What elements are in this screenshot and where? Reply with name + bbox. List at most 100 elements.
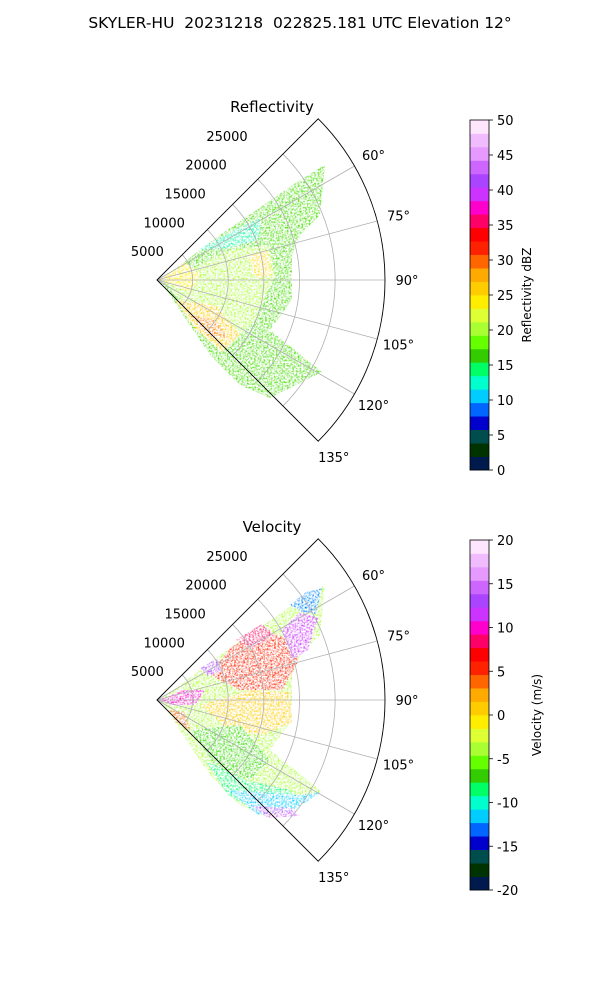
colorbar-swatch (470, 715, 489, 729)
colorbar-swatch (470, 416, 489, 431)
colorbar-swatch (470, 362, 489, 377)
colorbar-swatch (470, 429, 489, 444)
colorbar-swatch (470, 375, 489, 390)
azimuth-spoke (156, 699, 378, 760)
azimuth-tick-label: 75° (387, 629, 410, 644)
colorbar-tick-label: 5 (497, 665, 505, 680)
azimuth-tick-label: 105° (383, 759, 414, 774)
colorbar-swatch (470, 580, 489, 595)
echo-cell (160, 262, 200, 292)
velocity-panel: Velocity 60° 75° 90° 105° 120° 135° 5000 10000 1… (131, 518, 419, 886)
colorbar-tick-label: -10 (497, 797, 518, 812)
range-tick-label: 20000 (185, 579, 226, 594)
colorbar-swatch (470, 308, 489, 323)
colorbar-swatch (470, 254, 489, 269)
colorbar-swatch (470, 782, 489, 797)
colorbar-swatch (470, 593, 489, 608)
colorbar-tick-label: 25 (497, 289, 514, 304)
range-tick-label: 5000 (131, 245, 164, 260)
colorbar-swatch (470, 348, 489, 363)
azimuth-tick-label: 90° (395, 694, 418, 709)
azimuth-tick-label: 60° (362, 149, 385, 164)
range-tick-label: 15000 (164, 188, 205, 203)
echo-cell (248, 250, 272, 278)
colorbar-swatch (470, 688, 489, 702)
colorbar-swatch (470, 768, 489, 783)
colorbar-tick-label: 15 (497, 578, 514, 593)
colorbar-swatch (470, 876, 489, 891)
colorbar-tick-label: 0 (497, 464, 505, 479)
colorbar-swatch (470, 173, 489, 188)
colorbar-swatch (470, 647, 489, 662)
colorbar-swatch (470, 187, 489, 202)
colorbar-swatch (470, 268, 489, 282)
reflectivity-panel: Reflectivity 60° 75° 90° 105° 120° 135° 5000 10… (131, 98, 419, 466)
colorbar-swatch (470, 160, 489, 175)
colorbar-tick-label: 40 (497, 184, 514, 199)
colorbar-swatch (470, 809, 489, 824)
colorbar-swatch (470, 566, 489, 581)
echo-cell (236, 624, 275, 648)
azimuth-spoke (156, 220, 378, 281)
range-tick-label: 20000 (185, 159, 226, 174)
colorbar-label: Reflectivity dBZ (520, 248, 534, 343)
panel-title: Velocity (243, 518, 302, 536)
echo-cell (190, 315, 228, 338)
colorbar-swatch (470, 795, 489, 810)
colorbar-swatch (470, 822, 489, 837)
azimuth-tick-label: 105° (383, 339, 414, 354)
echo-cell (160, 690, 205, 705)
colorbar-swatch (470, 241, 489, 256)
echo-cell (290, 588, 322, 614)
colorbar-swatch (470, 661, 489, 676)
polar-axes: 60° 75° 90° 105° 120° 135° 5000 10000 15000 20000… (131, 538, 419, 886)
colorbar-tick-label: 5 (497, 429, 505, 444)
colorbar-tick-label: 10 (497, 394, 514, 409)
sector-frame (156, 538, 386, 862)
colorbar-swatch (470, 540, 489, 554)
range-tick-label: 10000 (144, 216, 185, 231)
echo-cell (168, 710, 190, 730)
azimuth-tick-label: 75° (387, 209, 410, 224)
range-tick-label: 25000 (206, 130, 247, 145)
azimuth-tick-label: 135° (318, 451, 349, 466)
colorbar-swatch (470, 674, 489, 689)
colorbar-tick-label: 10 (497, 622, 514, 637)
colorbar-tick-label: -5 (497, 753, 510, 768)
colorbar-swatch (470, 146, 489, 161)
azimuth-spoke (156, 699, 355, 815)
polar-axes: 60° 75° 90° 105° 120° 135° 5000 10000 15000 20000… (131, 118, 419, 466)
colorbar-swatch (470, 849, 489, 864)
colorbar-swatch (470, 456, 489, 471)
colorbar-swatch (470, 863, 489, 877)
range-tick-label: 10000 (144, 636, 185, 651)
colorbar-swatch (470, 120, 489, 134)
colorbar-tick-label: 15 (497, 359, 514, 374)
colorbar-swatch (470, 133, 489, 148)
azimuth-tick-label: 135° (318, 871, 349, 886)
colorbar-swatch (470, 335, 489, 350)
figure-title: SKYLER-HU 20231218 022825.181 UTC Elevat… (88, 14, 512, 32)
reflectivity-colorbar: 0 5 10 15 20 25 30 35 40 45 50 Reflectivity dBZ (469, 114, 534, 479)
range-tick-label: 5000 (131, 665, 164, 680)
colorbar-swatch (470, 701, 489, 716)
colorbar-swatch (470, 728, 489, 743)
colorbar-tick-label: 30 (497, 254, 514, 269)
colorbar-tick-label: 20 (497, 534, 514, 549)
colorbar-tick-label: 45 (497, 149, 514, 164)
colorbar-swatch (470, 200, 489, 215)
colorbar-swatch (470, 620, 489, 635)
colorbar-swatch (470, 402, 489, 417)
echo-cell (200, 658, 222, 676)
azimuth-spoke (156, 640, 378, 701)
colorbar-swatch (470, 321, 489, 336)
colorbar-swatch (470, 214, 489, 229)
colorbar-swatch (470, 836, 489, 851)
echo-cell (210, 630, 298, 690)
colorbar-tick-label: 50 (497, 114, 514, 129)
azimuth-spoke (156, 165, 355, 281)
range-tick-label: 15000 (164, 608, 205, 623)
colorbar-label: Velocity (m/s) (530, 674, 544, 756)
azimuth-tick-label: 60° (362, 569, 385, 584)
